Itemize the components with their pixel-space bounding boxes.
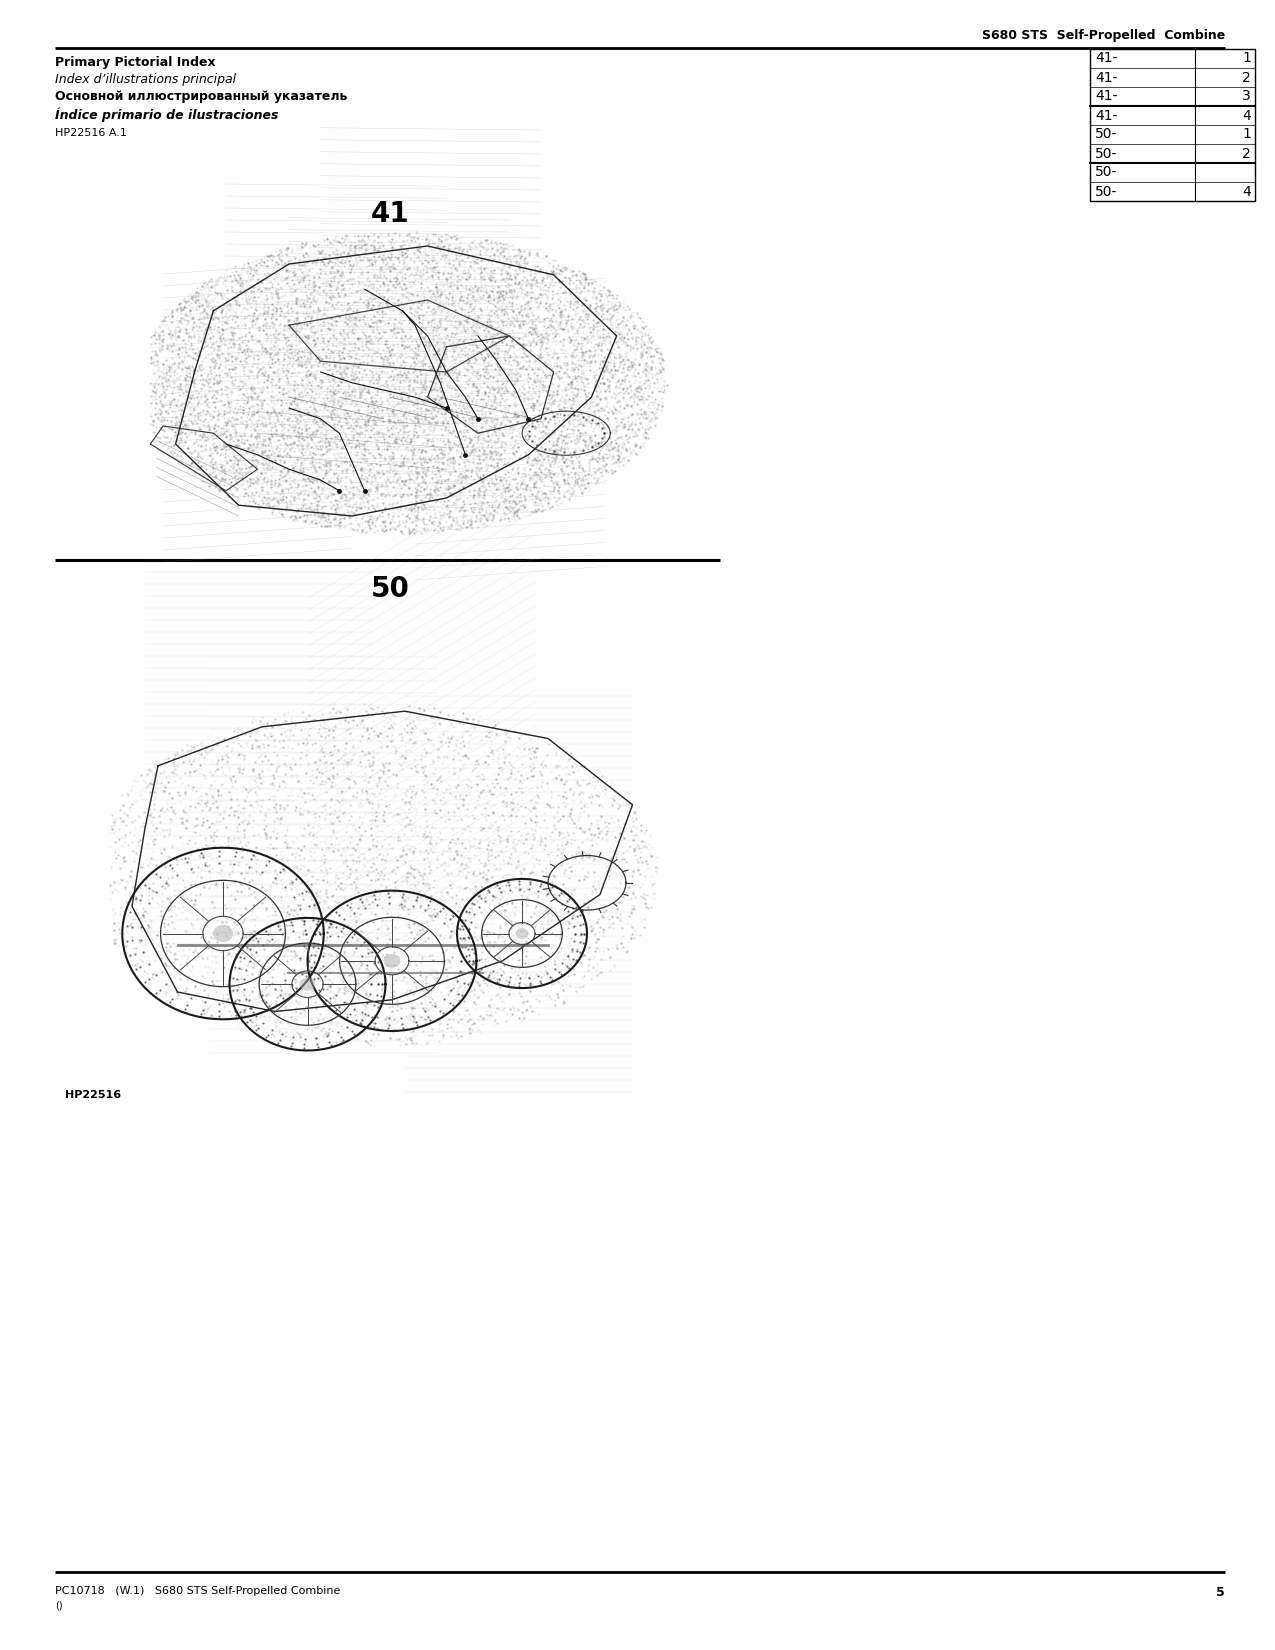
Bar — [1090, 50, 1255, 201]
Text: 50-: 50- — [1095, 147, 1117, 160]
Text: Primary Pictorial Index: Primary Pictorial Index — [55, 56, 215, 69]
Text: Основной иллюстрированный указатель: Основной иллюстрированный указатель — [55, 91, 347, 102]
Text: S680 STS  Self-Propelled  Combine: S680 STS Self-Propelled Combine — [982, 30, 1225, 41]
Text: 41-: 41- — [1095, 51, 1117, 66]
Text: HP22516 A.1: HP22516 A.1 — [55, 129, 128, 139]
Text: 4: 4 — [1242, 185, 1251, 198]
Ellipse shape — [300, 977, 315, 992]
Text: 3: 3 — [1242, 89, 1251, 104]
Ellipse shape — [515, 927, 529, 939]
Text: 50: 50 — [371, 574, 409, 602]
Text: 2: 2 — [1242, 71, 1251, 84]
Text: 4: 4 — [1242, 109, 1251, 122]
Text: (): () — [55, 1600, 62, 1610]
Text: 41-: 41- — [1095, 89, 1117, 104]
Text: 50-: 50- — [1095, 185, 1117, 198]
Text: 1: 1 — [1242, 127, 1251, 142]
Text: 5: 5 — [1216, 1586, 1225, 1599]
Text: Índice primario de ilustraciones: Índice primario de ilustraciones — [55, 107, 278, 122]
Text: 2: 2 — [1242, 147, 1251, 160]
Text: 41-: 41- — [1095, 109, 1117, 122]
Ellipse shape — [213, 926, 233, 942]
Text: 41-: 41- — [1095, 71, 1117, 84]
Text: PC10718   (W.1)   S680 STS Self-Propelled Combine: PC10718 (W.1) S680 STS Self-Propelled Co… — [55, 1586, 340, 1596]
Text: Index d’illustrations principal: Index d’illustrations principal — [55, 73, 236, 86]
Text: 1: 1 — [1242, 51, 1251, 66]
Text: 41: 41 — [371, 200, 409, 228]
Text: 50-: 50- — [1095, 165, 1117, 180]
Text: 50-: 50- — [1095, 127, 1117, 142]
Ellipse shape — [384, 954, 400, 969]
Text: HP22516: HP22516 — [65, 1091, 121, 1101]
